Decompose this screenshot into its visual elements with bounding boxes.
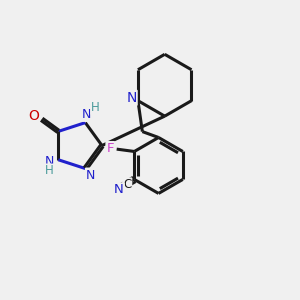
Text: N: N xyxy=(45,155,54,168)
Text: F: F xyxy=(106,142,114,155)
Text: N: N xyxy=(126,91,137,105)
Text: C: C xyxy=(123,178,131,191)
Text: H: H xyxy=(91,101,100,114)
Text: H: H xyxy=(45,164,54,178)
Text: O: O xyxy=(28,109,39,123)
Text: N: N xyxy=(114,183,124,196)
Text: N: N xyxy=(82,108,92,121)
Text: N: N xyxy=(86,169,95,182)
